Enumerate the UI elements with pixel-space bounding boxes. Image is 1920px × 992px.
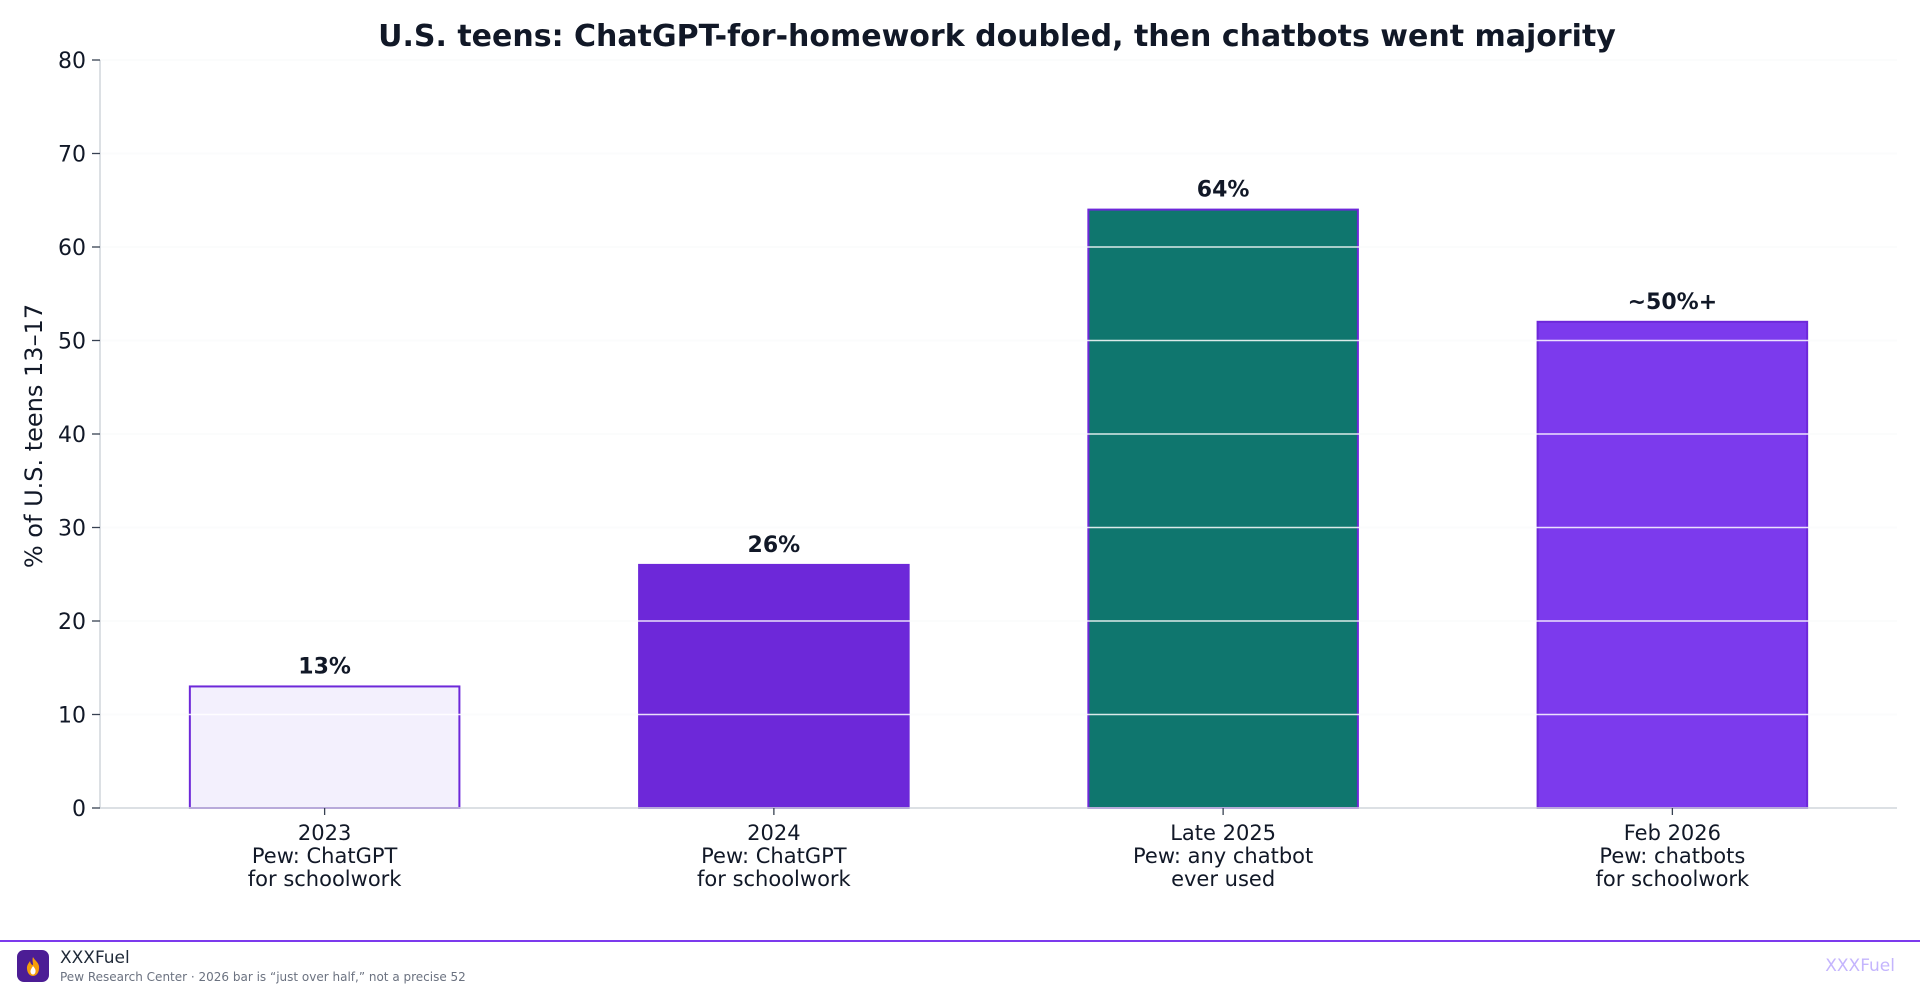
chart-title: U.S. teens: ChatGPT-for-homework doubled… — [378, 19, 1616, 54]
y-tick-label: 70 — [58, 143, 86, 168]
y-axis-label: % of U.S. teens 13–17 — [20, 304, 48, 568]
x-tick-label: for schoolwork — [1596, 867, 1751, 891]
source-note: Pew Research Center · 2026 bar is “just … — [60, 970, 466, 984]
y-tick-label: 50 — [58, 330, 86, 355]
bar — [1536, 320, 1809, 809]
watermark: XXXFuel — [1825, 956, 1895, 976]
y-tick-label: 30 — [58, 517, 86, 542]
y-tick-label: 10 — [58, 704, 86, 729]
y-tick-label: 20 — [58, 610, 86, 635]
flame-icon — [26, 957, 40, 976]
brand-logo — [17, 950, 49, 982]
x-tick-label: 2023 — [298, 821, 351, 845]
x-tick-label: for schoolwork — [697, 867, 852, 891]
chart: U.S. teens: ChatGPT-for-homework doubled… — [20, 19, 1897, 891]
data-label: 64% — [1197, 178, 1250, 203]
bar — [188, 685, 461, 810]
bars — [188, 208, 1809, 810]
x-tick-label: for schoolwork — [248, 867, 403, 891]
x-tick-label: 2024 — [747, 821, 800, 845]
bar — [1087, 208, 1359, 810]
x-tick-label: Pew: chatbots — [1599, 844, 1745, 868]
x-tick-label: Feb 2026 — [1624, 821, 1721, 845]
y-tick-label: 40 — [58, 423, 86, 448]
gridlines-over-bars — [100, 59, 1897, 716]
y-tick-label: 0 — [72, 797, 86, 822]
y-ticks: 0 10 20 30 40 50 60 70 80 — [58, 49, 100, 822]
y-tick-label: 80 — [58, 49, 86, 74]
bar — [638, 563, 910, 810]
brand-name: XXXFuel — [60, 948, 130, 968]
data-label: ~50%+ — [1628, 290, 1718, 315]
y-tick-label: 60 — [58, 236, 86, 261]
footer-divider — [0, 940, 1920, 942]
x-tick-label: Late 2025 — [1170, 821, 1276, 845]
x-tick-label: Pew: ChatGPT — [701, 844, 847, 868]
data-label: 13% — [298, 654, 351, 679]
x-tick-label: Pew: any chatbot — [1133, 844, 1313, 868]
x-tick-label: Pew: ChatGPT — [252, 844, 398, 868]
x-tick-label: ever used — [1171, 867, 1275, 891]
data-label: 26% — [748, 533, 801, 558]
data-labels: 13% 26% 64% ~50%+ — [298, 178, 1717, 680]
